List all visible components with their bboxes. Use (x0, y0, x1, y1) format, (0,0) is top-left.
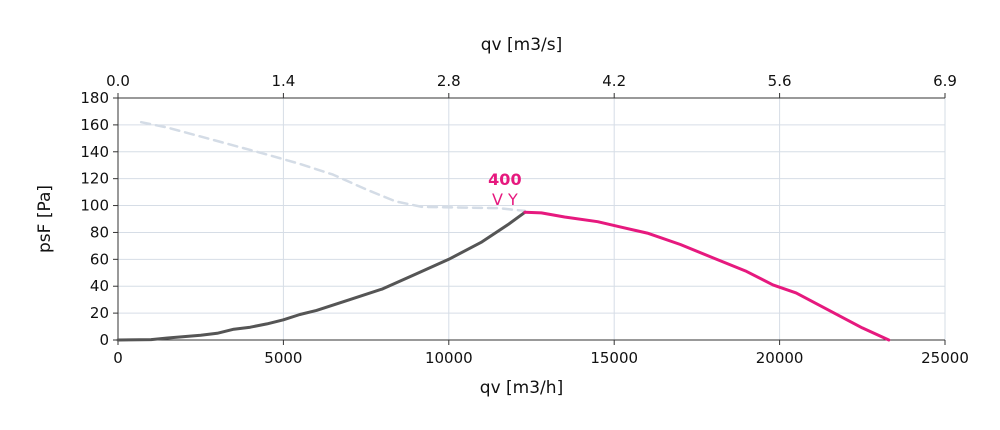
series-layer (116, 120, 891, 342)
y-tick-label: 0 (99, 331, 109, 349)
x-tick-label: 15000 (590, 349, 638, 367)
y-tick-label: 20 (90, 304, 109, 322)
top-axis-title: qv [m3/s] (481, 35, 562, 55)
x2-tick-label: 5.6 (768, 72, 792, 90)
y-tick-label: 80 (90, 223, 109, 241)
x2-tick-label: 0.0 (106, 72, 130, 90)
series-line-1 (139, 120, 527, 213)
x2-tick-label: 2.8 (437, 72, 461, 90)
x-tick-label: 25000 (921, 349, 969, 367)
y-tick-label: 140 (80, 143, 109, 161)
annotation-line-2: V Y (492, 190, 518, 209)
y-tick-label: 180 (80, 89, 109, 107)
plot-area (117, 97, 946, 341)
y-tick-label: 60 (90, 250, 109, 268)
x-tick-label: 20000 (756, 349, 804, 367)
x2-tick-label: 6.9 (933, 72, 957, 90)
x2-tick-label: 4.2 (602, 72, 626, 90)
x2-tick-label: 1.4 (271, 72, 295, 90)
x-tick-label: 10000 (425, 349, 473, 367)
y-tick-label: 100 (80, 197, 109, 215)
x-tick-label: 0 (113, 349, 123, 367)
y-axis-title: psF [Pa] (35, 185, 55, 253)
annotation-line-1: 400 (488, 170, 521, 189)
axes: 0 5000 10000 15000 20000 25000 0.0 1.4 2.8 4.2 5.6… (80, 72, 969, 367)
y-tick-label: 40 (90, 277, 109, 295)
x-tick-label: 5000 (264, 349, 302, 367)
series-line-3 (523, 210, 891, 342)
y-tick-label: 160 (80, 116, 109, 134)
y-tick-label: 120 (80, 170, 109, 188)
series-line-2 (116, 210, 527, 342)
grid-lines (118, 98, 945, 340)
bottom-axis-title: qv [m3/h] (480, 378, 563, 398)
